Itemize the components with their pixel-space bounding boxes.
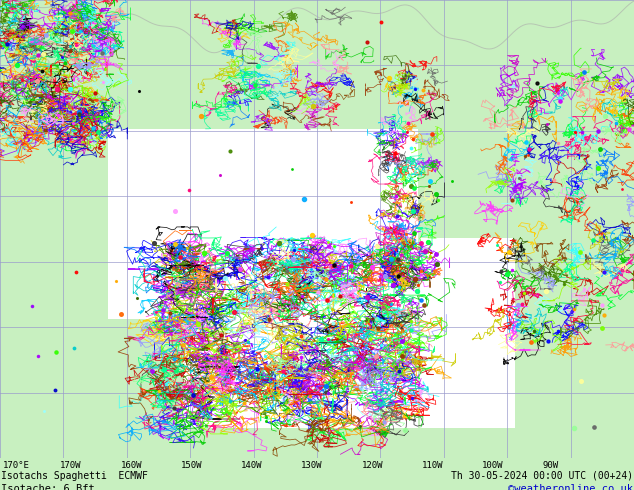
Text: 170°E: 170°E bbox=[3, 461, 30, 470]
Text: 110W: 110W bbox=[422, 461, 443, 470]
Text: Th 30-05-2024 00:00 UTC (00+24): Th 30-05-2024 00:00 UTC (00+24) bbox=[451, 471, 633, 481]
Text: 170W: 170W bbox=[60, 461, 82, 470]
Text: Isotachs Spaghetti  ECMWF: Isotachs Spaghetti ECMWF bbox=[1, 471, 148, 481]
Text: 140W: 140W bbox=[241, 461, 262, 470]
Text: 160W: 160W bbox=[120, 461, 142, 470]
Text: 120W: 120W bbox=[361, 461, 383, 470]
Text: 100W: 100W bbox=[482, 461, 503, 470]
Text: 90W: 90W bbox=[542, 461, 558, 470]
Bar bbox=[420, 238, 515, 428]
Text: ©weatheronline.co.uk: ©weatheronline.co.uk bbox=[508, 484, 633, 490]
Text: 130W: 130W bbox=[301, 461, 323, 470]
Bar bbox=[108, 319, 183, 428]
Text: Isotache: 6 Bft: Isotache: 6 Bft bbox=[1, 484, 95, 490]
Bar bbox=[108, 129, 418, 428]
Text: 150W: 150W bbox=[181, 461, 202, 470]
